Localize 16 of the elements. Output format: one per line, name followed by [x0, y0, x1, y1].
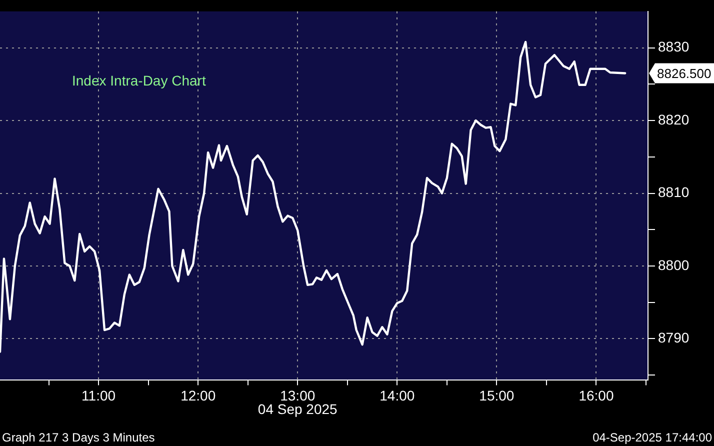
y-tick-label: 8810 — [658, 184, 690, 200]
y-tick-label: 8830 — [658, 38, 690, 55]
x-tick-label: 11:00 — [82, 387, 116, 404]
text: 04-Sep-2025 17:44:00 — [592, 430, 712, 444]
y-tick-label: 8800 — [658, 256, 690, 273]
x-tick-label: 14:00 — [380, 387, 415, 404]
caption: Graph 217 3 Days 3 Minutes — [2, 430, 155, 444]
x-tick-label: 16:00 — [578, 387, 614, 404]
text: 8826.500 — [657, 66, 712, 81]
x-tick-label: 12:00 — [180, 387, 216, 404]
x-axis-title: 04 Sep 2025 — [258, 401, 338, 418]
x-tick-label: 15:00 — [479, 387, 514, 404]
y-tick-label: 8790 — [658, 330, 690, 346]
x-tick-label: 13:00 — [280, 387, 316, 404]
y-tick-label: 8820 — [658, 111, 690, 128]
text: Index Intra-Day Chart — [72, 72, 206, 88]
